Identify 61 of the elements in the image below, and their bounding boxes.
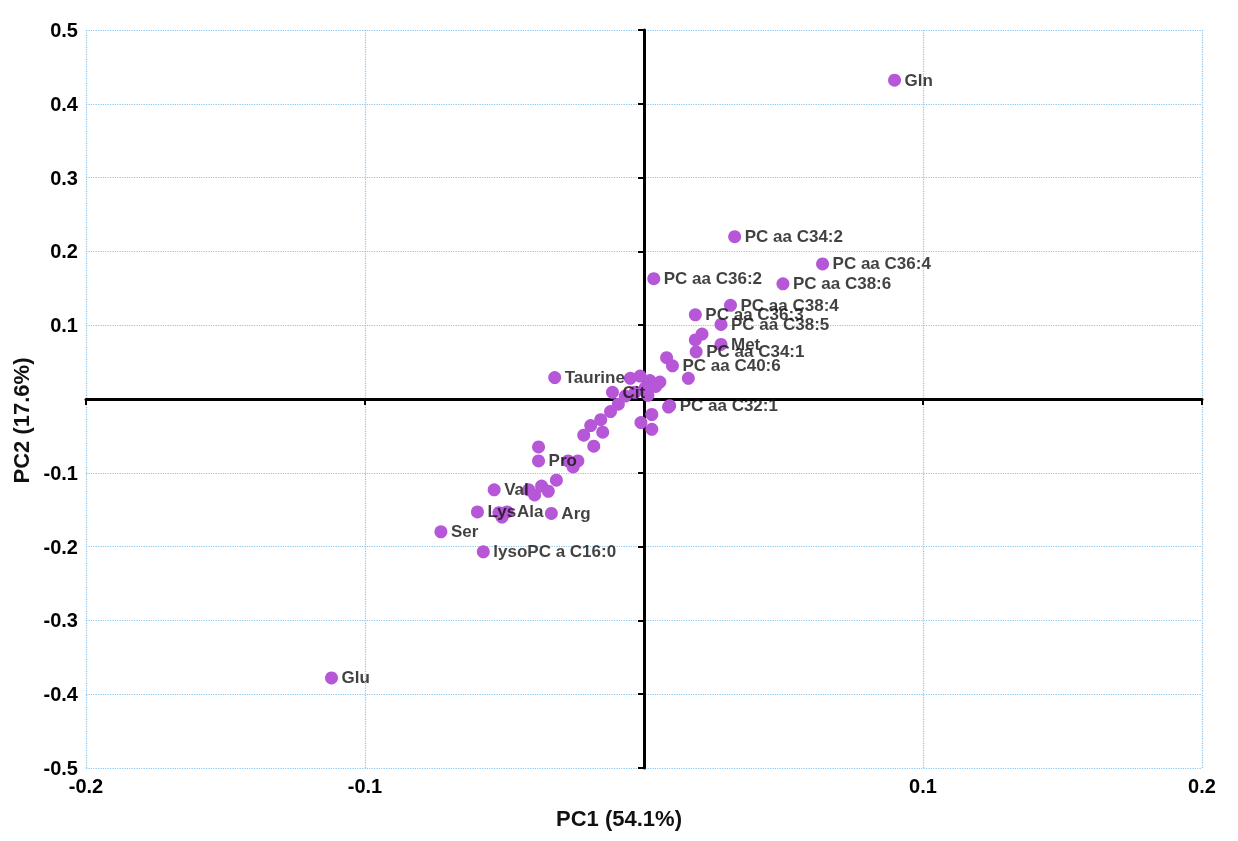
point — [634, 416, 648, 430]
point — [604, 405, 618, 419]
annotation: Arg — [561, 503, 591, 523]
y-tick-label: 0.5 — [50, 19, 78, 41]
y-tick-label: 0.4 — [50, 92, 79, 115]
point — [549, 473, 563, 487]
y-tick-label: -0.3 — [43, 609, 78, 632]
point — [544, 506, 558, 520]
x-axis-title: PC1 (54.1%) — [556, 805, 682, 831]
point — [647, 272, 661, 286]
annotation: PC aa C34:2 — [744, 227, 843, 247]
point — [541, 484, 555, 498]
y-tick-label: 0.1 — [50, 314, 78, 337]
point — [776, 277, 790, 291]
point — [689, 345, 703, 359]
point — [688, 333, 702, 347]
x-tick-label: 0.1 — [909, 775, 937, 797]
y-tick-label: -0.2 — [43, 535, 78, 558]
point — [660, 351, 674, 365]
annotation: Ser — [450, 522, 479, 542]
x-tick-label: -0.1 — [347, 775, 383, 797]
annotation: Ala — [517, 502, 545, 522]
annotation: PC aa C32:1 — [679, 396, 778, 416]
y-tick-label: 0.2 — [50, 240, 78, 263]
point — [653, 375, 667, 389]
y-tick-label: 0.3 — [50, 166, 78, 189]
point — [434, 525, 448, 539]
x-tick-label: 0.2 — [1188, 775, 1216, 797]
point — [584, 419, 598, 433]
point — [476, 545, 490, 559]
y-tick-label: -0.1 — [43, 461, 78, 484]
point — [605, 385, 619, 399]
point — [645, 422, 659, 436]
point — [532, 454, 546, 468]
annotation: Gln — [904, 70, 933, 90]
point — [728, 230, 742, 244]
point — [577, 428, 591, 442]
point — [816, 257, 830, 271]
point — [645, 408, 659, 421]
point — [470, 505, 484, 519]
point — [688, 308, 702, 322]
point — [681, 371, 695, 385]
point — [528, 488, 542, 502]
annotation: Taurine — [564, 368, 625, 388]
y-tick-label: -0.4 — [43, 683, 79, 706]
y-axis-title: PC2 (17.6%) — [8, 357, 34, 484]
point — [487, 483, 501, 497]
point — [596, 425, 610, 439]
annotation: lysoPC a C16:0 — [493, 542, 617, 562]
annotation: Glu — [341, 668, 370, 688]
annotation: PC aa C36:2 — [663, 269, 763, 289]
point — [594, 413, 608, 427]
point — [548, 371, 562, 385]
annotation: PC aa C38:6 — [792, 274, 892, 294]
point — [611, 397, 625, 411]
point — [532, 440, 546, 454]
point — [587, 439, 601, 453]
annotation: Cit — [622, 382, 646, 402]
point — [888, 73, 902, 87]
annotation: PC aa C36:4 — [832, 254, 932, 274]
point — [325, 671, 339, 685]
